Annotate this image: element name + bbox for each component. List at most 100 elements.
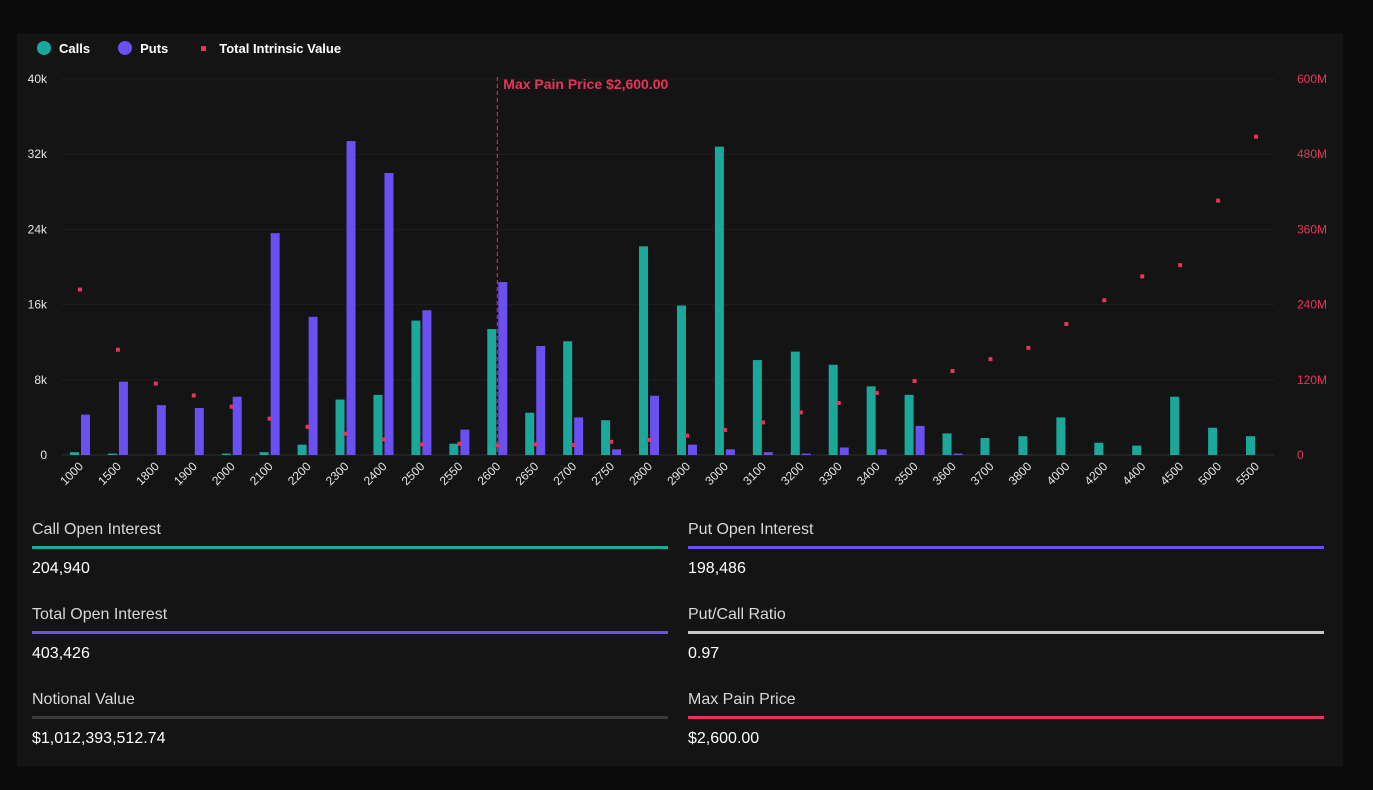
tiv-point (267, 416, 272, 421)
put-bar (536, 345, 546, 455)
x-tick-label: 2600 (475, 459, 504, 488)
tiv-point (381, 437, 386, 442)
call-bar (563, 341, 573, 455)
tiv-point (1178, 263, 1183, 268)
stat-call-open-interest: Call Open Interest 204,940 (32, 518, 668, 603)
x-tick-label: 4400 (1120, 459, 1149, 488)
x-tick-label: 1900 (171, 459, 200, 488)
tiv-point (495, 443, 500, 448)
chart-legend: Calls Puts Total Intrinsic Value (37, 39, 341, 57)
x-tick-label: 1000 (57, 459, 86, 488)
call-bar (1094, 442, 1104, 455)
call-bar (714, 146, 724, 455)
put-bar (725, 449, 735, 455)
put-bar (460, 429, 470, 455)
x-tick-label: 2550 (437, 459, 466, 488)
stat-label: Put/Call Ratio (688, 606, 786, 623)
put-bar (650, 395, 660, 455)
legend-puts-label: Puts (140, 40, 169, 56)
stat-value: 204,940 (32, 560, 90, 577)
x-tick-label: 3200 (778, 459, 807, 488)
call-bar (1246, 436, 1256, 455)
x-tick-label: 4000 (1044, 459, 1073, 488)
call-bar (828, 364, 838, 455)
call-bar (601, 420, 611, 455)
stat-max-pain-price: Max Pain Price $2,600.00 (688, 688, 1324, 773)
put-bar (194, 408, 204, 455)
call-bar (942, 433, 952, 455)
max-pain-label: Max Pain Price $2,600.00 (503, 76, 668, 92)
put-bar (612, 449, 622, 455)
tiv-point (836, 400, 841, 405)
call-bar (297, 444, 307, 455)
options-chart-panel: 0 8k 16k 24k 32k 40k 0 120M 240M 360M 480M 600M 1000… (17, 34, 1343, 766)
tiv-point (343, 431, 348, 436)
stat-value: $1,012,393,512.74 (32, 730, 166, 747)
stat-put-call-ratio: Put/Call Ratio 0.97 (688, 603, 1324, 688)
y-right-tick-label: 120M (1297, 373, 1327, 387)
stat-value: $2,600.00 (688, 730, 760, 747)
legend-calls-label: Calls (59, 40, 91, 56)
y-left-tick-label: 24k (28, 222, 48, 236)
tiv-point (571, 442, 576, 447)
legend-tiv-label: Total Intrinsic Value (219, 40, 342, 56)
tiv-point (1064, 322, 1069, 327)
call-bar (525, 412, 535, 455)
tiv-point (305, 424, 310, 429)
stat-label: Notional Value (32, 691, 135, 708)
x-tick-label: 2300 (323, 459, 352, 488)
x-tick-label: 2900 (664, 459, 693, 488)
tiv-point (874, 390, 879, 395)
tiv-point (1254, 134, 1259, 139)
legend-item-tiv[interactable]: Total Intrinsic Value (196, 41, 341, 56)
put-bar (232, 396, 242, 455)
call-bar (1056, 417, 1066, 455)
x-tick-label: 2200 (285, 459, 314, 488)
stat-label: Max Pain Price (688, 691, 796, 708)
tiv-point (722, 427, 727, 432)
y-left-tick-label: 0 (40, 448, 47, 462)
stat-total-open-interest: Total Open Interest 403,426 (32, 603, 668, 688)
put-bar (422, 310, 432, 455)
x-tick-label: 5500 (1233, 459, 1262, 488)
stat-underline (688, 546, 1324, 549)
call-bar (259, 452, 269, 455)
legend-item-calls[interactable]: Calls (37, 41, 90, 56)
tiv-point (684, 433, 689, 438)
x-tick-label: 1800 (133, 459, 162, 488)
legend-item-puts[interactable]: Puts (118, 41, 168, 56)
x-tick-label: 5000 (1195, 459, 1224, 488)
tiv-point (912, 379, 917, 384)
call-bar (411, 320, 421, 455)
put-bar (118, 381, 128, 455)
tiv-swatch-icon (201, 45, 207, 51)
put-bar (80, 414, 90, 455)
stat-notional-value: Notional Value $1,012,393,512.74 (32, 688, 668, 773)
x-tick-label: 2400 (361, 459, 390, 488)
call-bar (373, 394, 383, 455)
stat-underline (688, 716, 1324, 719)
y-right-tick-label: 360M (1297, 222, 1327, 236)
x-tick-label: 2700 (550, 459, 579, 488)
stat-underline (688, 631, 1324, 634)
tiv-point (229, 404, 234, 409)
x-tick-label: 3800 (1006, 459, 1035, 488)
x-tick-label: 2500 (399, 459, 428, 488)
stat-value: 0.97 (688, 645, 720, 662)
call-bar (487, 329, 497, 455)
tiv-point (609, 439, 614, 444)
x-tick-label: 3700 (968, 459, 997, 488)
put-bar (877, 449, 887, 455)
y-left-tick-label: 40k (28, 72, 48, 86)
y-right-tick-label: 600M (1297, 72, 1327, 86)
tiv-point (1216, 198, 1221, 203)
call-bar (221, 453, 231, 455)
put-bar (574, 417, 584, 455)
put-bar (270, 233, 280, 455)
open-interest-chart: 0 8k 16k 24k 32k 40k 0 120M 240M 360M 480M 600M 1000… (28, 72, 1327, 488)
tiv-point (533, 442, 538, 447)
y-left-tick-label: 8k (34, 373, 48, 387)
stat-label: Call Open Interest (32, 521, 161, 538)
tiv-point (647, 437, 652, 442)
x-tick-label: 4500 (1157, 459, 1186, 488)
